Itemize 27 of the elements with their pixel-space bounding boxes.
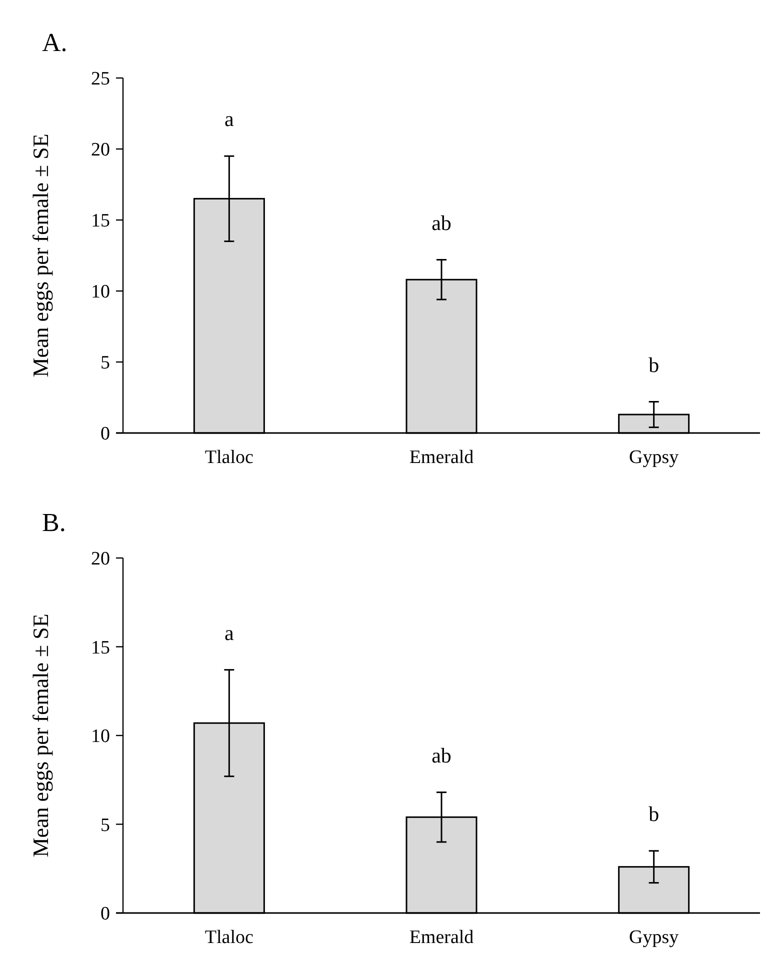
annotation: b [648,352,660,377]
y-tick-label: 15 [91,637,110,658]
x-tick-label: Gypsy [629,447,680,468]
y-tick-label: 0 [100,424,110,445]
y-tick-label: 15 [91,210,110,232]
y-tick-label: 20 [91,140,110,161]
x-tick-label: Emerald [409,447,474,468]
annotation: b [648,802,660,826]
annotation: ab [432,743,452,768]
x-tick-label: Emerald [409,927,474,948]
annotation: ab [432,210,452,235]
y-axis-title: Mean eggs per female ± SE [28,614,53,858]
y-axis-title: Mean eggs per female ± SE [28,134,53,378]
y-tick-label: 25 [91,68,110,90]
y-tick-label: 5 [100,814,110,836]
chart-title: B. [42,508,66,537]
y-tick-label: 0 [100,904,110,925]
y-tick-label: 10 [91,726,110,748]
annotation: a [224,620,235,645]
annotation: a [224,107,235,132]
x-tick-label: Tlaloc [204,447,254,468]
y-tick-label: 5 [100,352,110,374]
chart-title: A. [42,28,68,57]
x-tick-label: Gypsy [629,927,680,948]
y-tick-label: 20 [91,548,110,570]
x-tick-label: Tlaloc [204,927,254,948]
y-tick-label: 10 [91,282,110,303]
